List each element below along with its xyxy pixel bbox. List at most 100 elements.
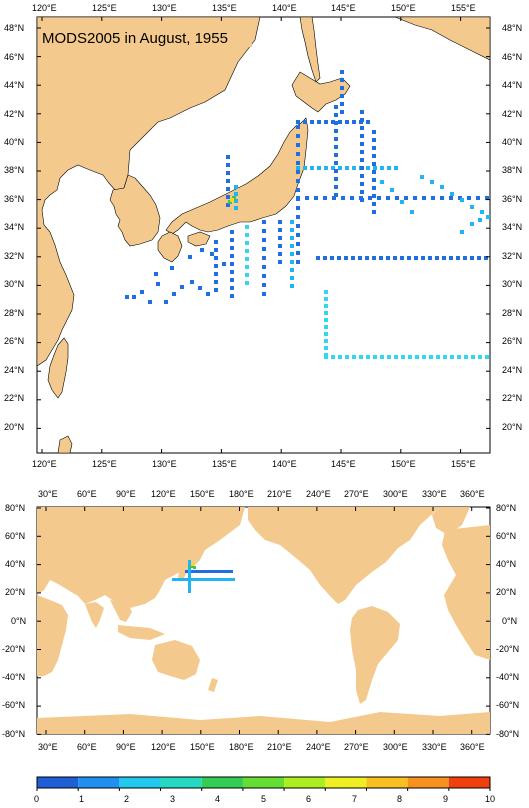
station-marker <box>245 233 249 237</box>
station-marker <box>395 196 399 200</box>
station-marker <box>205 578 208 581</box>
lon-label: 270°E <box>344 742 369 752</box>
station-marker <box>296 260 300 264</box>
station-marker <box>324 304 328 308</box>
station-marker <box>188 572 191 575</box>
station-marker <box>217 578 220 581</box>
colorbar-label: 10 <box>485 794 495 804</box>
station-marker <box>360 182 364 186</box>
station-marker <box>208 578 211 581</box>
station-marker <box>372 178 376 182</box>
station-marker <box>200 570 203 573</box>
station-marker <box>188 560 191 563</box>
station-marker <box>360 190 364 194</box>
station-marker <box>310 166 314 170</box>
station-marker <box>352 166 356 170</box>
station-marker <box>226 195 230 199</box>
station-marker <box>214 280 218 284</box>
station-marker <box>214 272 218 276</box>
colorbar-swatch <box>37 777 79 788</box>
station-marker <box>226 163 230 167</box>
station-marker <box>340 94 344 98</box>
station-marker <box>358 256 362 260</box>
station-marker <box>206 292 210 296</box>
station-marker <box>203 570 206 573</box>
station-marker <box>373 355 377 359</box>
world-landmasses <box>37 507 490 734</box>
station-marker <box>184 578 187 581</box>
station-marker <box>188 581 191 584</box>
station-marker <box>214 240 218 244</box>
station-marker <box>372 210 376 214</box>
station-marker <box>198 286 202 290</box>
station-marker <box>476 196 480 200</box>
station-marker <box>278 220 282 224</box>
station-marker <box>340 86 344 90</box>
lat-label: 46°N <box>4 52 24 62</box>
station-marker <box>262 256 266 260</box>
colorbar-swatches <box>36 776 491 791</box>
station-marker <box>200 248 204 252</box>
station-marker <box>324 325 328 329</box>
station-marker <box>331 166 335 170</box>
lon-label: 120°E <box>151 489 176 499</box>
station-marker <box>310 120 314 124</box>
lon-label: 330°E <box>422 742 447 752</box>
station-marker <box>372 146 376 150</box>
lon-label: 30°E <box>38 742 58 752</box>
station-marker <box>332 196 336 200</box>
station-marker <box>345 355 349 359</box>
station-marker <box>334 129 338 133</box>
station-marker <box>317 166 321 170</box>
station-marker <box>360 198 364 202</box>
station-marker <box>324 332 328 336</box>
regional-bottom-lon-labels: 120°E 125°E 130°E 135°E 140°E 145°E 150°… <box>32 459 476 469</box>
station-marker <box>480 210 484 214</box>
colorbar-swatch <box>201 777 243 788</box>
station-marker <box>380 166 384 170</box>
lon-label: 330°E <box>422 489 447 499</box>
station-marker <box>471 355 475 359</box>
station-marker <box>172 578 175 581</box>
colorbar-label: 2 <box>124 794 129 804</box>
station-marker <box>464 355 468 359</box>
station-marker <box>372 194 376 198</box>
station-marker <box>386 256 390 260</box>
station-marker <box>442 256 446 260</box>
station-marker <box>214 248 218 252</box>
station-marker <box>296 242 300 246</box>
lon-label: 155°E <box>451 3 476 13</box>
station-marker <box>486 215 490 219</box>
lon-label: 240°E <box>306 742 331 752</box>
station-marker <box>352 120 356 124</box>
station-marker <box>372 162 376 166</box>
station-marker <box>477 256 481 260</box>
station-marker <box>334 193 338 197</box>
land-new-zealand <box>208 678 218 692</box>
station-marker <box>485 355 489 359</box>
colorbar-outline <box>36 776 491 789</box>
station-marker <box>175 578 178 581</box>
station-marker <box>296 161 300 165</box>
lat-label: 44°N <box>502 80 522 90</box>
lat-label: 26°N <box>502 336 522 346</box>
station-marker <box>366 166 370 170</box>
station-marker <box>470 222 474 226</box>
station-marker <box>436 355 440 359</box>
station-marker <box>324 166 328 170</box>
station-marker <box>410 210 414 214</box>
station-marker <box>234 206 238 210</box>
lat-label: -60°N <box>2 700 25 710</box>
station-marker <box>185 570 188 573</box>
station-marker <box>456 256 460 260</box>
land-korea <box>109 174 161 247</box>
land-japan-world <box>178 556 188 580</box>
station-marker <box>408 355 412 359</box>
station-marker <box>290 252 294 256</box>
station-marker <box>191 570 194 573</box>
regional-left-lat-labels: 48°N 46°N 44°N 42°N 40°N 38°N 36°N 34°N … <box>4 23 24 432</box>
lat-label: 22°N <box>502 393 522 403</box>
station-marker <box>360 134 364 138</box>
station-marker <box>278 260 282 264</box>
station-marker <box>330 256 334 260</box>
